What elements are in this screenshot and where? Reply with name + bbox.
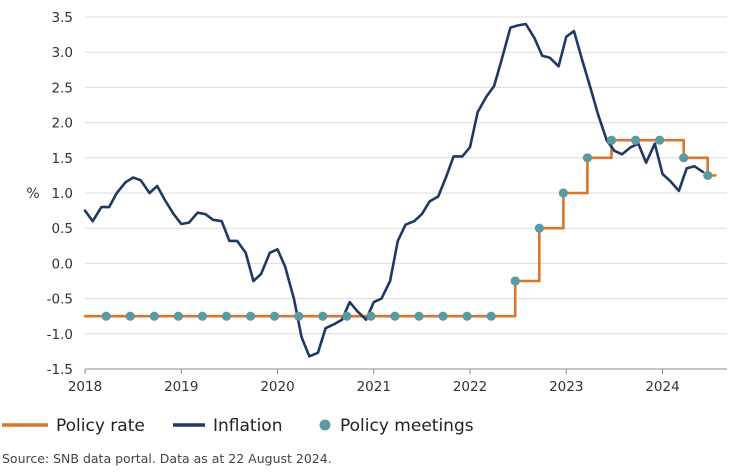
- policy-meeting-point: [414, 311, 424, 321]
- legend: Policy rate Inflation Policy meetings: [2, 416, 474, 436]
- policy-meeting-point: [270, 311, 280, 321]
- policy-meeting-point: [101, 311, 111, 321]
- policy-meeting-point: [582, 153, 593, 163]
- source-note: Source: SNB data portal. Data as at 22 A…: [2, 451, 332, 466]
- policy-meeting-point: [558, 188, 568, 198]
- legend-swatch-policy-meetings: [319, 419, 331, 431]
- policy-meeting-point: [606, 135, 617, 145]
- policy-meeting-point: [245, 311, 256, 321]
- y-tick-label: 1.0: [52, 186, 73, 202]
- x-tick-label: 2024: [645, 379, 679, 395]
- y-tick-label: 2.5: [52, 80, 73, 96]
- policy-meeting-point: [221, 311, 232, 321]
- legend-label-policy-rate: Policy rate: [56, 416, 145, 436]
- y-tick-label: -0.5: [47, 292, 73, 308]
- x-tick-label: 2018: [68, 379, 102, 395]
- series-line-policy-rate: [83, 138, 717, 318]
- policy-meeting-point: [390, 311, 400, 321]
- series-line-inflation: [83, 22, 705, 358]
- x-tick-labels: 2018 2019 2020 2021 2022 2023 2024: [68, 369, 680, 395]
- x-tick-label: 2020: [260, 379, 294, 395]
- x-tick-label: 2022: [453, 379, 487, 395]
- policy-meeting-point: [630, 135, 641, 145]
- policy-meeting-point: [149, 311, 159, 321]
- policy-meeting-point: [510, 276, 520, 286]
- x-tick-label: 2019: [164, 379, 198, 395]
- y-axis-label: %: [26, 186, 39, 202]
- policy-meeting-markers: [101, 135, 713, 321]
- policy-meeting-point: [534, 223, 544, 233]
- x-tick-label: 2021: [357, 379, 391, 395]
- policy-meeting-point: [342, 311, 352, 321]
- policy-meeting-point: [438, 311, 448, 321]
- y-tick-label: 0.5: [52, 221, 73, 237]
- policy-meeting-point: [462, 311, 472, 321]
- policy-meeting-point: [486, 311, 496, 321]
- y-tick-label: 2.0: [52, 116, 73, 132]
- policy-meeting-point: [125, 311, 135, 321]
- policy-meeting-point: [173, 311, 183, 321]
- x-tick-label: 2023: [549, 379, 583, 395]
- y-tick-label: 3.5: [52, 10, 73, 26]
- policy-meeting-point: [318, 311, 328, 321]
- policy-meeting-point: [197, 311, 208, 321]
- legend-label-inflation: Inflation: [213, 416, 282, 436]
- policy-meeting-point: [703, 170, 713, 180]
- y-tick-label: 3.0: [52, 45, 73, 61]
- policy-meeting-point: [294, 311, 304, 321]
- y-tick-label: -1.0: [47, 327, 73, 343]
- y-tick-label: -1.5: [47, 362, 73, 378]
- y-tick-label: 0.0: [52, 256, 73, 272]
- series-layer: [83, 22, 717, 358]
- legend-label-policy-meetings: Policy meetings: [340, 416, 474, 436]
- policy-meeting-point: [655, 135, 665, 145]
- policy-meeting-point: [679, 153, 689, 163]
- policy-meeting-point: [366, 311, 376, 321]
- y-tick-label: 1.5: [52, 151, 73, 167]
- y-tick-labels: -1.5 -1.0 -0.5 0.0 0.5 1.0 1.5 2.0 2.5 3.0 3.5: [47, 10, 73, 378]
- gridlines: [85, 16, 727, 370]
